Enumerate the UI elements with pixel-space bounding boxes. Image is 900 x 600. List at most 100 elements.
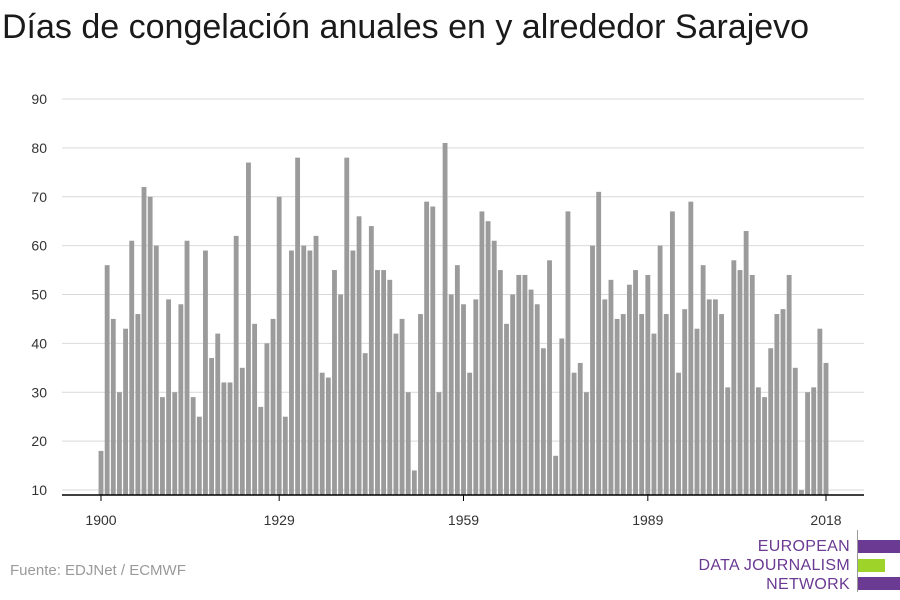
bar-1958	[454, 265, 460, 495]
x-tick-label: 1989	[632, 512, 663, 528]
bar-1995	[682, 309, 688, 495]
logo-line-1: EUROPEAN	[757, 538, 850, 555]
bar-1946	[381, 270, 387, 495]
bar-1960	[467, 372, 473, 495]
bar-1999	[706, 299, 712, 495]
bar-1912	[172, 392, 178, 495]
bar-1998	[700, 265, 706, 495]
bar-1932	[295, 157, 301, 495]
bar-1997	[694, 328, 700, 495]
bar-1919	[215, 333, 221, 495]
bar-1939	[338, 294, 344, 495]
bar-1927	[264, 343, 270, 495]
bar-1942	[356, 216, 362, 496]
bar-1979	[583, 392, 589, 495]
bar-2003	[731, 260, 737, 495]
bar-1981	[596, 191, 602, 496]
bar-1905	[129, 240, 135, 495]
bar-chart: 10 20 30 40 50 60 70 80 90 1900 1929 1959 1989 2018	[31, 91, 864, 528]
bar-1971	[534, 304, 540, 495]
bar-1907	[141, 186, 147, 495]
bar-1949	[399, 318, 405, 495]
bar-1904	[123, 328, 128, 495]
bar-1952	[418, 314, 423, 495]
bar-1980	[590, 245, 595, 495]
bar-1966	[504, 323, 509, 495]
x-tick-label: 2018	[810, 512, 841, 528]
logo-bar-purple-bottom	[858, 577, 900, 590]
bar-1924	[246, 162, 251, 495]
logo-line-2: DATA JOURNALISM	[698, 557, 850, 574]
bar-1969	[522, 274, 528, 495]
bar-1984	[614, 318, 620, 495]
x-axis-ticks: 1900 1929 1959 1989 2018	[85, 495, 842, 528]
y-tick-label: 90	[31, 91, 47, 107]
bar-1920	[221, 382, 227, 495]
bar-1983	[608, 279, 614, 495]
bar-2011	[780, 309, 786, 495]
bar-2005	[743, 230, 749, 495]
bar-1965	[497, 270, 503, 495]
bar-2000	[712, 299, 718, 495]
bar-1925	[252, 323, 258, 495]
bar-1962	[479, 211, 485, 495]
bar-2006	[749, 274, 755, 495]
y-axis-ticks: 10 20 30 40 50 60 70 80 90	[31, 91, 47, 498]
bar-1926	[258, 406, 264, 495]
bar-2010	[774, 314, 780, 495]
bar-2017	[817, 328, 823, 495]
bar-1950	[405, 392, 411, 495]
y-tick-label: 40	[31, 335, 47, 351]
bar-1945	[375, 270, 380, 495]
bar-1914	[184, 240, 190, 495]
bar-1988	[639, 314, 645, 495]
bar-1990	[651, 333, 657, 495]
bar-1993	[669, 211, 675, 495]
bar-2013	[792, 367, 798, 495]
bars	[98, 142, 829, 496]
bar-2002	[725, 387, 731, 495]
bar-1910	[160, 397, 165, 495]
bar-1915	[190, 397, 196, 495]
source-note: Fuente: EDJNet / ECMWF	[10, 562, 186, 579]
logo-bar-green	[858, 559, 885, 572]
bar-1943	[362, 353, 368, 495]
bar-1994	[676, 372, 681, 495]
y-tick-label: 70	[31, 189, 47, 205]
bar-2008	[762, 397, 767, 495]
bar-1930	[282, 416, 288, 495]
bar-2014	[799, 490, 804, 495]
bar-1913	[178, 304, 184, 495]
bar-2015	[805, 392, 810, 495]
bar-1978	[577, 362, 583, 495]
bar-1991	[657, 245, 663, 495]
bar-1953	[424, 201, 430, 495]
bar-1951	[411, 470, 417, 495]
bar-1918	[209, 358, 215, 495]
bar-1900	[98, 450, 104, 495]
bar-1996	[688, 201, 694, 495]
bar-1917	[203, 250, 208, 495]
bar-1923	[239, 367, 245, 495]
bar-2012	[786, 274, 792, 495]
bar-1928	[270, 318, 276, 495]
bar-1944	[368, 226, 374, 495]
bar-1921	[227, 382, 233, 495]
bar-1964	[491, 240, 497, 495]
bar-1961	[473, 299, 479, 495]
y-tick-label: 20	[31, 433, 47, 449]
bar-1934	[307, 250, 313, 495]
edjnet-logo: EUROPEAN DATA JOURNALISM NETWORK	[690, 530, 900, 600]
bar-1982	[602, 299, 608, 495]
bar-1957	[448, 294, 454, 495]
bar-2018	[823, 362, 829, 495]
bar-1936	[319, 372, 325, 495]
x-tick-label: 1959	[448, 512, 479, 528]
bar-2001	[719, 314, 724, 495]
y-tick-label: 80	[31, 140, 47, 156]
bar-1901	[104, 265, 110, 495]
bar-1956	[442, 142, 448, 496]
bar-1975	[559, 338, 565, 495]
bar-1955	[436, 392, 442, 495]
x-tick-label: 1900	[85, 512, 116, 528]
